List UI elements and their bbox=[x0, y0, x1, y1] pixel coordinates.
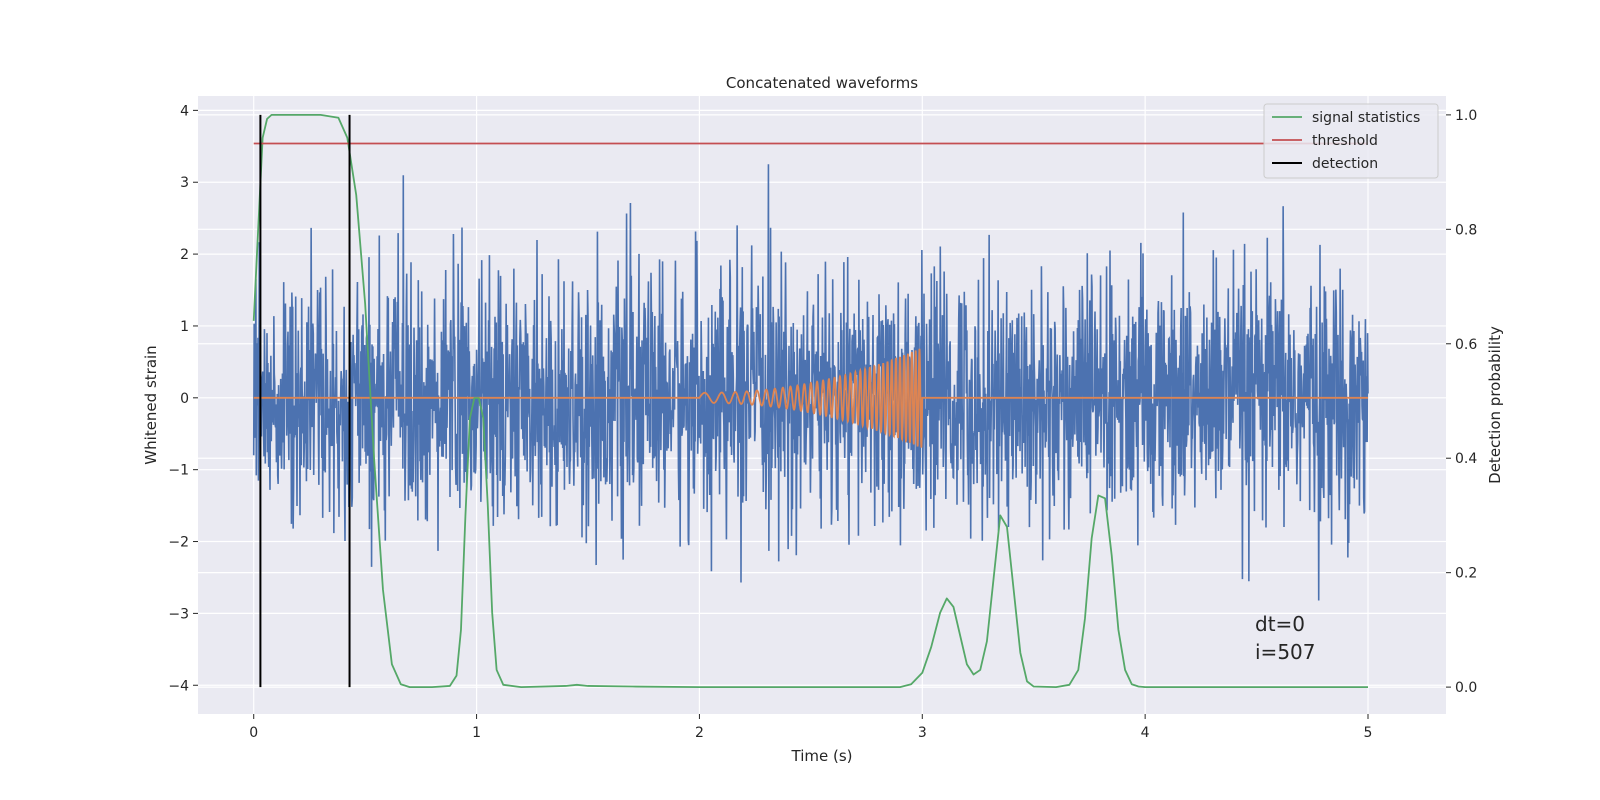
y-tick-label-5: 1 bbox=[180, 319, 189, 335]
y-tick-label-6: 2 bbox=[180, 247, 189, 263]
noise-line bbox=[252, 164, 1369, 601]
y2-tick-label-4: 0.8 bbox=[1455, 222, 1477, 238]
x-tick-label-1: 1 bbox=[472, 725, 481, 741]
y2-tick-label-1: 0.2 bbox=[1455, 566, 1477, 582]
annotation-dt: dt=0 bbox=[1255, 612, 1305, 636]
y2-axis-label: Detection probability bbox=[1486, 326, 1504, 484]
chart-title: Concatenated waveforms bbox=[726, 74, 918, 92]
right-axis-series bbox=[252, 113, 1368, 689]
y-tick-label-1: −3 bbox=[168, 606, 189, 622]
legend-label-signal-statistics: signal statistics bbox=[1312, 110, 1420, 126]
x-tick-label-0: 0 bbox=[249, 725, 258, 741]
y2-ticks: 0.0 0.2 0.4 0.6 0.8 1.0 bbox=[1446, 108, 1477, 696]
signal-statistics-line bbox=[252, 113, 1368, 689]
y-axis-label: Whitened strain bbox=[142, 345, 160, 464]
x-ticks: 0 1 2 3 4 5 bbox=[249, 714, 1372, 741]
annotation-i: i=507 bbox=[1255, 640, 1316, 664]
y-tick-label-0: −4 bbox=[168, 678, 189, 694]
y-tick-label-4: 0 bbox=[180, 391, 189, 407]
y2-tick-label-3: 0.6 bbox=[1455, 337, 1477, 353]
x-tick-label-2: 2 bbox=[695, 725, 704, 741]
annotations: dt=0 i=507 bbox=[1255, 612, 1316, 664]
injected-waveform-series bbox=[253, 348, 1368, 448]
legend: signal statistics threshold detection bbox=[1263, 103, 1439, 179]
y2-tick-label-2: 0.4 bbox=[1455, 451, 1477, 467]
legend-label-threshold: threshold bbox=[1312, 133, 1378, 149]
y-tick-label-8: 4 bbox=[180, 103, 189, 119]
injected-waveform-line bbox=[253, 348, 1368, 448]
y-ticks: −4 −3 −2 −1 0 1 2 3 4 bbox=[168, 103, 198, 694]
x-axis-label: Time (s) bbox=[791, 747, 853, 765]
noise-series bbox=[252, 164, 1369, 601]
x-tick-label-3: 3 bbox=[918, 725, 927, 741]
legend-box bbox=[1263, 103, 1439, 179]
y-tick-label-7: 3 bbox=[180, 175, 189, 191]
y2-tick-label-0: 0.0 bbox=[1455, 680, 1477, 696]
x-tick-label-4: 4 bbox=[1141, 725, 1150, 741]
y2-tick-label-5: 1.0 bbox=[1455, 108, 1477, 124]
legend-label-detection: detection bbox=[1312, 156, 1378, 172]
x-tick-label-5: 5 bbox=[1364, 725, 1373, 741]
y-tick-label-2: −2 bbox=[168, 535, 189, 551]
y-tick-label-3: −1 bbox=[168, 463, 189, 479]
